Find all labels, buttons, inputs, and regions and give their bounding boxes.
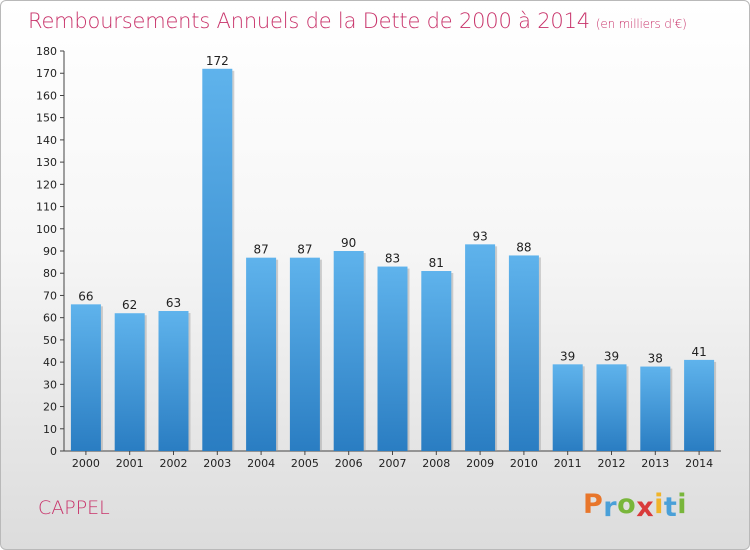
- bar-2010: [508, 255, 539, 451]
- bar-2008: [421, 271, 452, 451]
- y-tick-label: 70: [43, 289, 57, 302]
- logo-letter: i: [654, 489, 664, 520]
- value-label: 90: [341, 236, 356, 250]
- y-tick-label: 20: [43, 401, 57, 414]
- chart-bars: [70, 68, 717, 452]
- logo-letter: o: [617, 489, 637, 520]
- x-tick-label: 2011: [554, 457, 582, 470]
- x-tick-label: 2003: [203, 457, 231, 470]
- y-tick-label: 180: [36, 45, 57, 58]
- bar-2005: [289, 257, 320, 451]
- value-label: 39: [560, 349, 575, 363]
- logo-letter: i: [677, 489, 688, 520]
- value-label: 172: [206, 54, 229, 68]
- bar-2013: [640, 366, 671, 451]
- logo-letter: P: [583, 489, 604, 520]
- bar-2004: [246, 257, 277, 451]
- chart-title: Remboursements Annuels de la Dette de 20…: [28, 9, 687, 33]
- chart-axes: 0 10 20 30 40 50 60 70 80 90 100 110 120 130 140 150 160…: [36, 45, 721, 470]
- logo-letter: x: [636, 492, 655, 523]
- logo-letter: r: [603, 492, 618, 523]
- value-label: 66: [78, 289, 93, 303]
- y-tick-label: 160: [36, 89, 57, 102]
- bar-2007: [377, 266, 408, 451]
- y-tick-label: 170: [36, 67, 57, 80]
- y-tick-label: 150: [36, 112, 57, 125]
- bar-2014: [684, 359, 715, 451]
- x-tick-label: 2010: [510, 457, 538, 470]
- value-label: 63: [166, 296, 181, 310]
- y-tick-label: 10: [43, 423, 57, 436]
- logo-letter: t: [663, 492, 678, 523]
- x-tick-label: 2012: [598, 457, 626, 470]
- x-tick-label: 2006: [335, 457, 363, 470]
- y-tick-label: 0: [50, 445, 57, 458]
- y-tick-label: 120: [36, 178, 57, 191]
- value-label: 87: [297, 243, 312, 257]
- y-tick-label: 50: [43, 334, 57, 347]
- value-label: 93: [472, 229, 487, 243]
- bar-2001: [114, 313, 145, 451]
- bar-2000: [70, 304, 101, 451]
- x-tick-label: 2004: [247, 457, 275, 470]
- x-tick-label: 2005: [291, 457, 319, 470]
- value-label: 41: [691, 345, 706, 359]
- commune-name: CAPPEL: [38, 497, 110, 519]
- y-tick-label: 80: [43, 267, 57, 280]
- y-tick-label: 140: [36, 134, 57, 147]
- x-tick-label: 2002: [160, 457, 188, 470]
- bar-2011: [552, 364, 583, 451]
- y-tick-label: 110: [36, 201, 57, 214]
- x-tick-label: 2014: [685, 457, 713, 470]
- x-tick-label: 2007: [379, 457, 407, 470]
- value-label: 88: [516, 240, 531, 254]
- y-tick-label: 40: [43, 356, 57, 369]
- x-tick-label: 2001: [116, 457, 144, 470]
- y-tick-label: 90: [43, 245, 57, 258]
- bar-2002: [158, 311, 189, 451]
- x-tick-label: 2009: [466, 457, 494, 470]
- chart-unit-label: (en milliers d'€): [595, 17, 687, 31]
- y-tick-label: 60: [43, 312, 57, 325]
- chart-title-text: Remboursements Annuels de la Dette de 20…: [28, 9, 590, 33]
- x-tick-label: 2000: [72, 457, 100, 470]
- proxiti-logo: Proxiti: [583, 489, 688, 523]
- x-tick-label: 2013: [641, 457, 669, 470]
- y-tick-label: 100: [36, 223, 57, 236]
- chart-value-labels: 66 62 63 172 87 87 90 83 81 93 88 39 39 38 41: [78, 54, 706, 366]
- x-tick-label: 2008: [422, 457, 450, 470]
- value-label: 83: [385, 252, 400, 266]
- bar-2012: [596, 364, 627, 451]
- bar-2006: [333, 251, 364, 451]
- value-label: 62: [122, 298, 137, 312]
- value-label: 87: [253, 243, 268, 257]
- value-label: 38: [648, 352, 663, 366]
- value-label: 81: [429, 256, 444, 270]
- y-tick-label: 130: [36, 156, 57, 169]
- bar-2009: [465, 244, 496, 451]
- value-label: 39: [604, 349, 619, 363]
- y-tick-label: 30: [43, 378, 57, 391]
- bar-2003: [202, 68, 233, 452]
